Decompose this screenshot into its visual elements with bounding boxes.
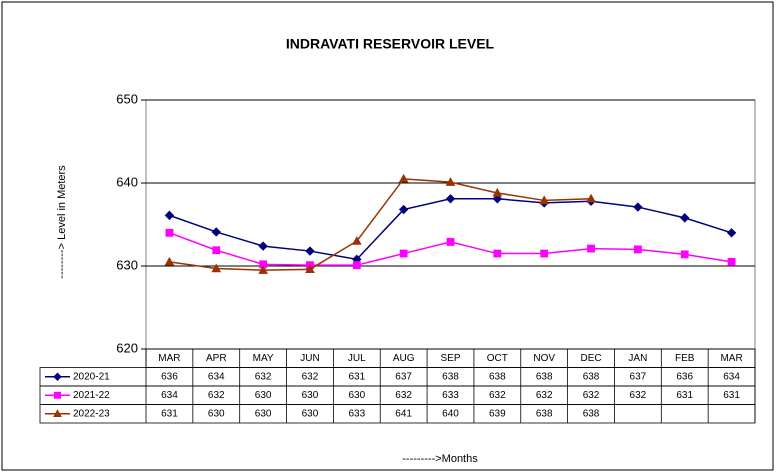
- data-point: [727, 257, 736, 266]
- table-value: 637: [395, 371, 412, 382]
- table-value: 634: [723, 371, 740, 382]
- table-value: 637: [630, 371, 647, 382]
- table-value: 630: [302, 390, 319, 401]
- data-point: [399, 249, 408, 258]
- data-point: [445, 194, 456, 204]
- table-value: 632: [302, 371, 319, 382]
- data-point: [586, 193, 596, 203]
- table-value: 632: [630, 390, 647, 401]
- table-value: 630: [255, 390, 272, 401]
- table-value: 638: [536, 408, 553, 419]
- x-tick-label: MAR: [158, 353, 180, 364]
- data-point: [633, 202, 643, 212]
- table-value: 638: [442, 371, 459, 382]
- table-value: 630: [302, 408, 319, 419]
- data-point: [351, 236, 362, 245]
- table-value: 633: [442, 390, 459, 401]
- table-value: 631: [676, 390, 693, 401]
- table-value: 638: [583, 408, 600, 419]
- data-point: [165, 228, 174, 237]
- table-value: 632: [255, 371, 272, 382]
- data-point: [587, 244, 595, 253]
- x-tick-label: JUL: [348, 353, 366, 364]
- table-value: 632: [583, 390, 600, 401]
- x-tick-label: SEP: [440, 353, 460, 364]
- table-value: 636: [161, 371, 178, 382]
- data-point: [726, 228, 737, 238]
- data-point: [164, 210, 175, 221]
- x-tick-label: JUN: [300, 353, 319, 364]
- x-tick-label: MAR: [720, 353, 742, 364]
- x-tick-label: MAY: [253, 353, 274, 364]
- legend-marker: [53, 409, 62, 418]
- table-value: 630: [208, 408, 225, 419]
- table-value: 638: [489, 371, 506, 382]
- data-point: [258, 265, 268, 274]
- data-point: [212, 246, 221, 255]
- data-point: [540, 249, 549, 258]
- data-point: [633, 245, 642, 254]
- table-value: 636: [676, 371, 693, 382]
- data-point: [492, 187, 503, 197]
- data-point: [539, 195, 550, 205]
- data-point: [305, 264, 315, 274]
- y-tick-label: 630: [116, 257, 138, 272]
- table-value: 631: [348, 371, 365, 382]
- legend-label: 2021-22: [73, 390, 110, 401]
- table-value: 640: [442, 408, 459, 419]
- table-value: 634: [161, 390, 178, 401]
- legend-label: 2020-21: [73, 371, 110, 382]
- table-value: 632: [208, 390, 225, 401]
- table-value: 641: [395, 408, 412, 419]
- y-tick-label: 640: [116, 174, 138, 189]
- chart-title: INDRAVATI RESERVOIR LEVEL: [286, 36, 495, 52]
- x-tick-label: FEB: [675, 353, 695, 364]
- plot-area: [145, 99, 756, 350]
- data-point: [305, 246, 315, 256]
- y-tick-label: 650: [116, 91, 138, 106]
- table-value: 638: [583, 371, 600, 382]
- table-value: 632: [536, 390, 553, 401]
- table-value: 631: [723, 390, 740, 401]
- legend-marker: [53, 372, 62, 381]
- table-value: 633: [348, 408, 365, 419]
- data-point: [352, 261, 361, 270]
- table-value: 630: [348, 390, 365, 401]
- y-tick-label: 620: [116, 340, 138, 355]
- x-tick-label: AUG: [393, 353, 415, 364]
- legend-label: 2022-23: [73, 408, 110, 419]
- data-point: [445, 177, 456, 186]
- y-axis-label: --------> Level in Meters: [56, 165, 68, 279]
- data-point: [211, 227, 221, 237]
- data-point: [258, 241, 268, 251]
- data-point: [680, 250, 689, 259]
- table-value: 638: [536, 371, 553, 382]
- data-point: [398, 204, 409, 215]
- legend-marker: [54, 391, 61, 399]
- x-axis-label: --------->Months: [402, 453, 478, 465]
- x-tick-label: DEC: [580, 353, 601, 364]
- table-value: 631: [161, 408, 178, 419]
- table-value: 639: [489, 408, 506, 419]
- data-point: [164, 256, 175, 266]
- data-point: [680, 213, 690, 223]
- data-point: [211, 263, 222, 273]
- table-value: 630: [255, 408, 272, 419]
- table-value: 632: [489, 390, 506, 401]
- x-tick-label: OCT: [487, 353, 508, 364]
- x-tick-label: APR: [206, 353, 227, 364]
- x-tick-label: JAN: [628, 353, 647, 364]
- data-point: [493, 249, 502, 258]
- data-point: [398, 173, 409, 183]
- data-point: [446, 238, 455, 246]
- table-value: 632: [395, 390, 412, 401]
- table-value: 634: [208, 371, 225, 382]
- x-tick-label: NOV: [533, 353, 555, 364]
- series-line: [169, 178, 592, 271]
- data-point: [492, 194, 503, 204]
